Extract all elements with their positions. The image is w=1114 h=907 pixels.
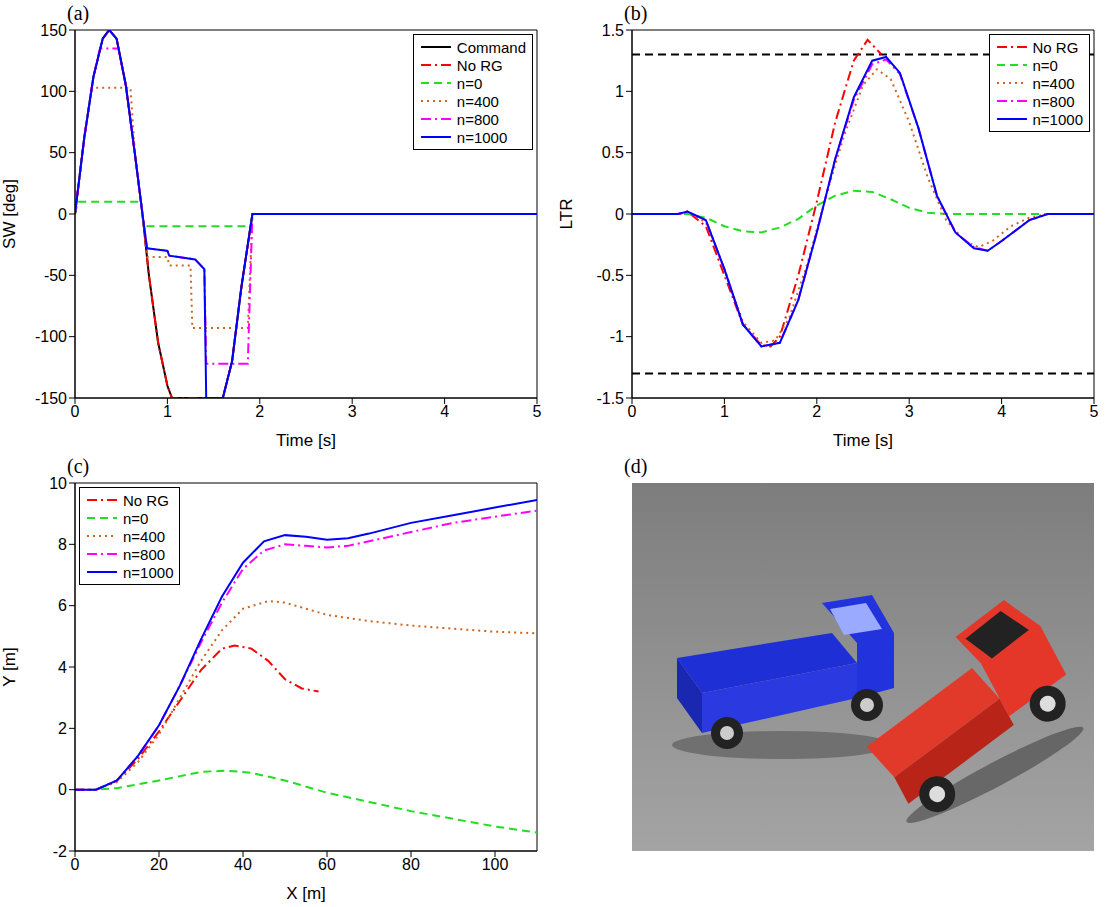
- svg-text:2: 2: [812, 403, 821, 420]
- svg-text:0: 0: [71, 856, 80, 873]
- svg-text:-2: -2: [53, 843, 67, 860]
- html-text:n=1000: n=1000: [123, 563, 174, 581]
- svg-text:20: 20: [150, 856, 168, 873]
- html-text:n=0: n=0: [1032, 56, 1058, 74]
- svg-text:-50: -50: [44, 267, 67, 284]
- html-text:(c): (c): [67, 455, 90, 477]
- svg-text:Y [m]: Y [m]: [0, 647, 19, 686]
- html-text:n=1000: n=1000: [456, 128, 508, 146]
- svg-text:60: 60: [318, 856, 336, 873]
- html-text:n=0: n=0: [456, 74, 483, 92]
- svg-text:-1.5: -1.5: [596, 390, 624, 407]
- html-text:n=0: n=0: [123, 509, 149, 527]
- svg-text:50: 50: [49, 144, 67, 161]
- svg-text:X [m]: X [m]: [286, 884, 326, 903]
- svg-text:0: 0: [71, 403, 80, 420]
- svg-text:6: 6: [58, 597, 67, 614]
- svg-text:2: 2: [58, 720, 67, 737]
- svg-text:4: 4: [58, 659, 67, 676]
- svg-text:1: 1: [615, 83, 624, 100]
- svg-text:0.5: 0.5: [602, 144, 624, 161]
- svg-text:1.5: 1.5: [602, 22, 624, 39]
- svg-text:150: 150: [40, 22, 67, 39]
- svg-text:10: 10: [49, 475, 67, 492]
- html-text:n=400: n=400: [456, 92, 499, 110]
- svg-text:0: 0: [628, 403, 637, 420]
- svg-text:SW [deg]: SW [deg]: [0, 179, 19, 249]
- svg-text:3: 3: [348, 403, 357, 420]
- html-text:n=800: n=800: [456, 110, 499, 128]
- svg-text:0: 0: [615, 206, 624, 223]
- svg-text:-100: -100: [35, 328, 67, 345]
- svg-text:1: 1: [163, 403, 172, 420]
- svg-text:8: 8: [58, 536, 67, 553]
- html-text:n=400: n=400: [123, 527, 166, 545]
- svg-text:4: 4: [997, 403, 1006, 420]
- html-text:(b): (b): [624, 2, 648, 24]
- svg-text:5: 5: [533, 403, 542, 420]
- svg-text:-1: -1: [610, 328, 624, 345]
- svg-text:-150: -150: [35, 390, 67, 407]
- html-text:n=400: n=400: [1032, 74, 1075, 92]
- svg-text:100: 100: [40, 83, 67, 100]
- html-text:n=800: n=800: [123, 545, 166, 563]
- svg-text:1: 1: [720, 403, 729, 420]
- svg-text:4: 4: [440, 403, 449, 420]
- svg-text:Time [s]: Time [s]: [276, 431, 336, 450]
- svg-text:Time [s]: Time [s]: [833, 431, 893, 450]
- html-text:(d): (d): [624, 455, 648, 477]
- svg-text:2: 2: [255, 403, 264, 420]
- svg-text:LTR: LTR: [557, 199, 576, 230]
- html-text:n=800: n=800: [1032, 92, 1075, 110]
- svg-text:3: 3: [905, 403, 914, 420]
- html-text:Command: Command: [456, 38, 526, 56]
- svg-text:80: 80: [402, 856, 420, 873]
- svg-text:100: 100: [482, 856, 509, 873]
- html-text:No RG: No RG: [1032, 38, 1079, 56]
- html-text:No RG: No RG: [123, 491, 169, 509]
- html-text:n=1000: n=1000: [1032, 110, 1083, 128]
- svg-text:0: 0: [58, 206, 67, 223]
- html-text:(a): (a): [67, 2, 90, 24]
- svg-text:40: 40: [234, 856, 252, 873]
- html-text:No RG: No RG: [456, 56, 503, 74]
- svg-text:-0.5: -0.5: [596, 267, 624, 284]
- svg-text:0: 0: [58, 781, 67, 798]
- svg-text:5: 5: [1090, 403, 1099, 420]
